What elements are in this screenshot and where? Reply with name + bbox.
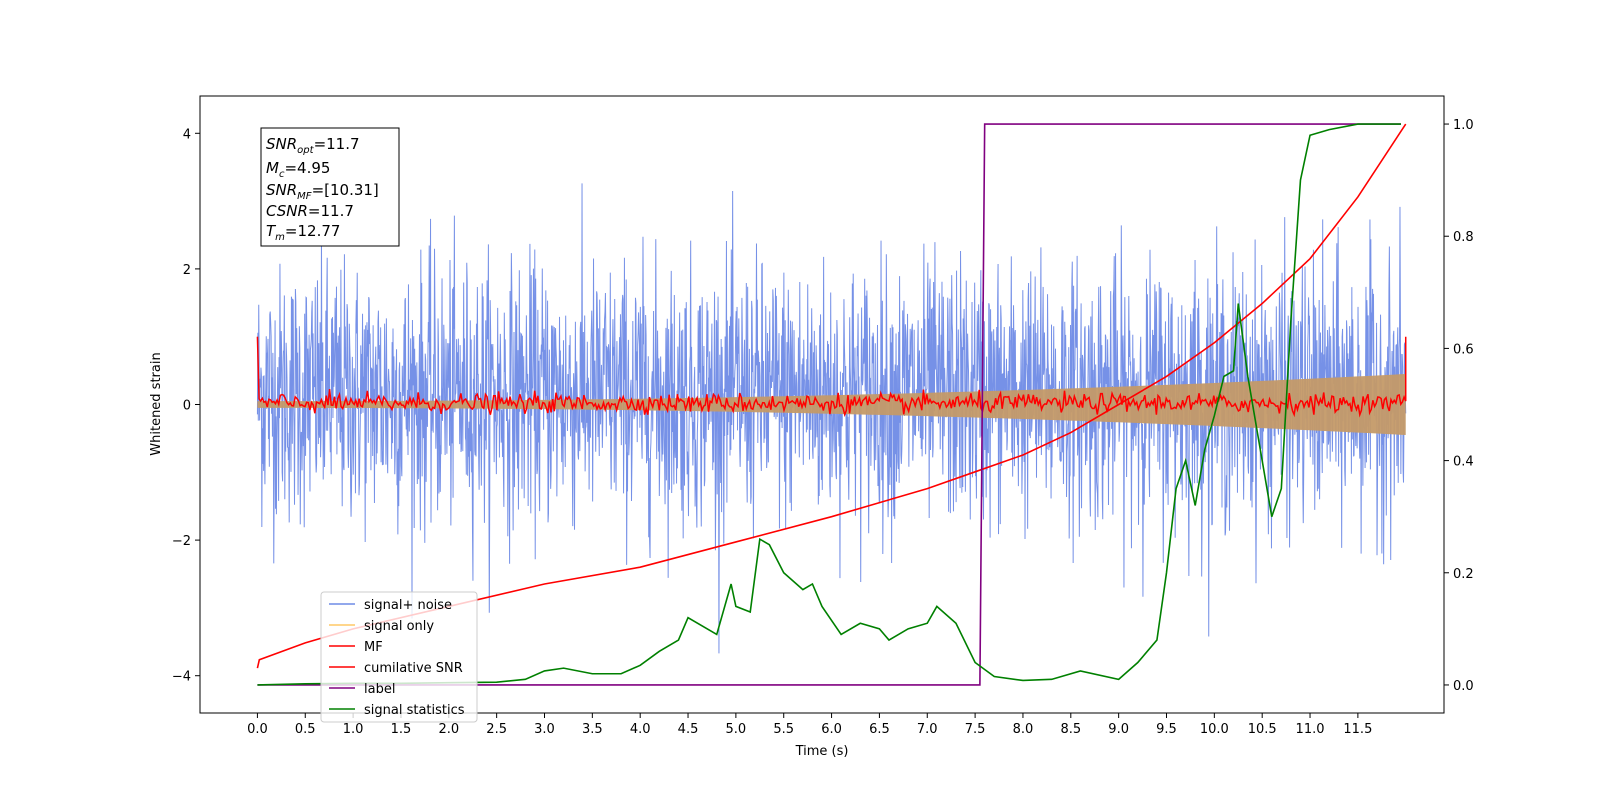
x-tick-label: 5.0 <box>726 722 747 737</box>
x-tick-label: 6.5 <box>869 722 890 737</box>
y2-tick-label: 0.2 <box>1453 567 1474 582</box>
x-tick-label: 4.0 <box>630 722 651 737</box>
x-tick-label: 0.0 <box>247 722 268 737</box>
legend: signal+ noise signal only MF cumilative … <box>320 591 478 723</box>
x-tick-label: 4.5 <box>678 722 699 737</box>
legend-frame <box>320 591 478 723</box>
x-tick-label: 8.0 <box>1013 722 1034 737</box>
y2-tick-label: 0.4 <box>1453 455 1474 470</box>
x-axis-label: Time (s) <box>795 744 849 759</box>
x-tick-label: 0.5 <box>295 722 316 737</box>
x-tick-label: 11.5 <box>1343 722 1372 737</box>
info-box: SNRopt=11.7 Mc=4.95 SNRMF=[10.31] CSNR=1… <box>260 127 400 247</box>
x-tick-label: 2.0 <box>438 722 459 737</box>
x-tick-label: 7.5 <box>965 722 986 737</box>
mf-series <box>256 336 1407 418</box>
legend-label-mf: MF <box>364 640 383 655</box>
x-axis-ticks: 0.0 0.5 1.0 1.5 2.0 2.5 3.0 3.5 4.0 4.5 5.0 5.5 6.0 6… <box>247 713 1372 737</box>
legend-label-signal-statistics: signal statistics <box>364 703 465 718</box>
x-tick-label: 7.0 <box>917 722 938 737</box>
mf-line <box>256 336 1407 418</box>
x-tick-label: 10.5 <box>1248 722 1277 737</box>
y2-tick-label: 1.0 <box>1453 118 1474 133</box>
x-tick-label: 9.0 <box>1108 722 1129 737</box>
legend-label-signal-only: signal only <box>364 619 434 634</box>
y-tick-label: −4 <box>172 670 191 685</box>
y2-axis-ticks: 0.0 0.2 0.4 0.6 0.8 1.0 <box>1444 118 1474 694</box>
info-csnr: CSNR=11.7 <box>266 202 354 220</box>
y2-tick-label: 0.8 <box>1453 230 1474 245</box>
info-box-frame <box>260 127 400 247</box>
y2-tick-label: 0.6 <box>1453 342 1474 357</box>
y-tick-label: 2 <box>183 263 191 278</box>
x-tick-label: 5.5 <box>773 722 794 737</box>
y2-tick-label: 0.0 <box>1453 679 1474 694</box>
info-tm: Tm=12.77 <box>266 222 340 243</box>
legend-label-label: label <box>364 682 395 697</box>
x-tick-label: 1.0 <box>343 722 364 737</box>
y-axis-ticks: −4 −2 0 2 4 <box>172 127 200 685</box>
x-tick-label: 6.0 <box>821 722 842 737</box>
y-tick-label: 4 <box>183 127 191 142</box>
x-tick-label: 8.5 <box>1060 722 1081 737</box>
y-axis-label: Whitened strain <box>149 352 164 455</box>
x-tick-label: 10.0 <box>1200 722 1229 737</box>
label-line <box>257 123 1401 686</box>
y-tick-label: 0 <box>183 399 191 414</box>
legend-label-signal-noise: signal+ noise <box>364 598 452 613</box>
info-snr-opt: SNRopt=11.7 <box>266 135 360 156</box>
x-tick-label: 2.5 <box>486 722 507 737</box>
x-tick-label: 3.5 <box>582 722 603 737</box>
x-tick-label: 11.0 <box>1296 722 1325 737</box>
legend-label-cumulative-snr: cumilative SNR <box>364 661 463 676</box>
signal-statistics-line <box>257 123 1401 686</box>
x-tick-label: 3.0 <box>534 722 555 737</box>
info-mc: Mc=4.95 <box>266 159 330 180</box>
x-tick-label: 1.5 <box>391 722 412 737</box>
x-tick-label: 9.5 <box>1156 722 1177 737</box>
info-snr-mf: SNRMF=[10.31] <box>266 181 379 202</box>
y-tick-label: −2 <box>172 534 191 549</box>
